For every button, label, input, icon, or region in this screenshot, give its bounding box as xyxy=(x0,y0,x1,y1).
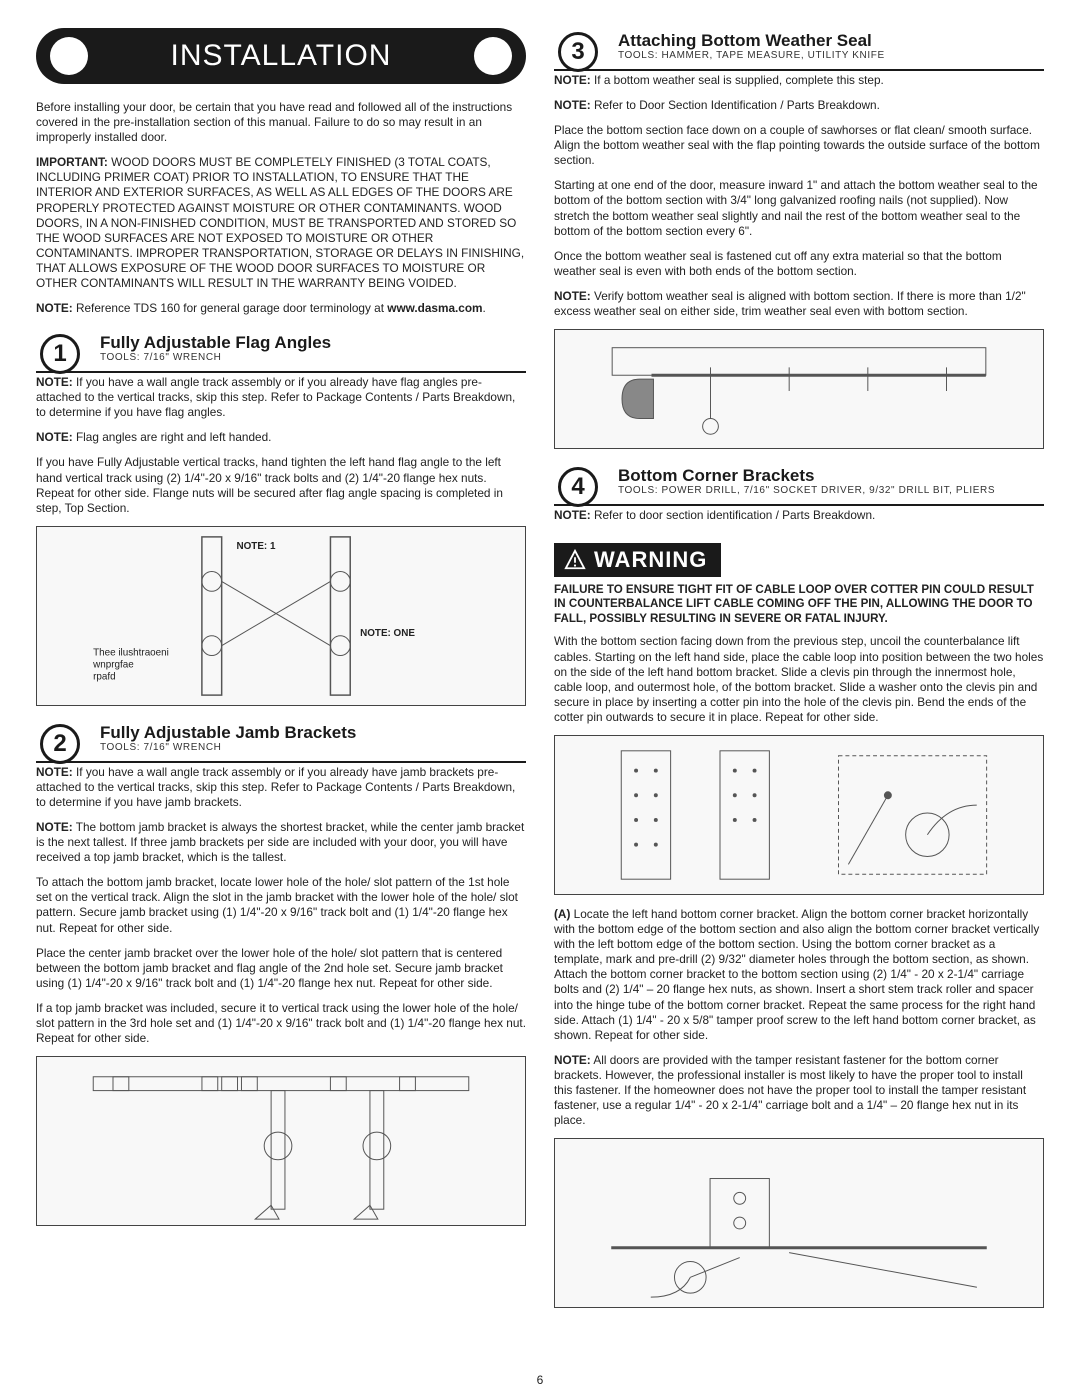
step-4-note-2-text: All doors are provided with the tamper r… xyxy=(554,1053,1026,1127)
step-1-note-1-label: NOTE: xyxy=(36,375,73,389)
warning-text: FAILURE TO ENSURE TIGHT FIT OF CABLE LOO… xyxy=(554,583,1044,626)
step-4-number: 4 xyxy=(558,467,598,507)
step-4-body-1: With the bottom section facing down from… xyxy=(554,634,1044,725)
important-label: IMPORTANT: xyxy=(36,155,108,169)
banner-circle-left xyxy=(50,37,88,75)
step-2-body-3: If a top jamb bracket was included, secu… xyxy=(36,1001,526,1046)
step-1-body-1: If you have Fully Adjustable vertical tr… xyxy=(36,455,526,515)
step-4-body-a: (A) Locate the left hand bottom corner b… xyxy=(554,907,1044,1043)
step-2-body-1: To attach the bottom jamb bracket, locat… xyxy=(36,875,526,935)
step-3-number: 3 xyxy=(558,32,598,72)
step-3-note-2-label: NOTE: xyxy=(554,98,591,112)
step-4-note-2: NOTE: All doors are provided with the ta… xyxy=(554,1053,1044,1128)
step-3-figure-svg xyxy=(555,330,1043,448)
left-column: INSTALLATION Before installing your door… xyxy=(36,28,526,1377)
step-1-note-2: NOTE: Flag angles are right and left han… xyxy=(36,430,526,445)
step-2-body-2: Place the center jamb bracket over the l… xyxy=(36,946,526,991)
step-4-figure-b-svg xyxy=(555,1139,1043,1307)
step-3-body-1: Place the bottom section face down on a … xyxy=(554,123,1044,168)
step-1-fig-label-top: NOTE: 1 xyxy=(236,541,275,552)
important-paragraph: IMPORTANT: WOOD DOORS MUST BE COMPLETELY… xyxy=(36,155,526,291)
step-1-figure: NOTE: 1 NOTE: ONE Thee ilushtraoeni wnpr… xyxy=(36,526,526,706)
step-4-sub: TOOLS: POWER DRILL, 7/16" SOCKET DRIVER,… xyxy=(618,485,995,496)
installation-banner: INSTALLATION xyxy=(36,28,526,84)
step-3-sub: TOOLS: HAMMER, TAPE MEASURE, UTILITY KNI… xyxy=(618,50,885,61)
step-4-note-1-text: Refer to door section identification / P… xyxy=(591,508,876,522)
step-3-note-3: NOTE: Verify bottom weather seal is alig… xyxy=(554,289,1044,319)
step-2-note-1: NOTE: If you have a wall angle track ass… xyxy=(36,765,526,810)
page: INSTALLATION Before installing your door… xyxy=(0,0,1080,1397)
step-1-fig-label-mid: NOTE: ONE xyxy=(360,628,415,639)
step-2-note-2-label: NOTE: xyxy=(36,820,73,834)
step-2-note-1-text: If you have a wall angle track assembly … xyxy=(36,765,515,809)
step-2-sub: TOOLS: 7/16" WRENCH xyxy=(100,742,356,753)
note-reference: NOTE: Reference TDS 160 for general gara… xyxy=(36,301,526,316)
note-ref-text: Reference TDS 160 for general garage doo… xyxy=(73,301,388,315)
step-1-header: 1 Fully Adjustable Flag Angles TOOLS: 7/… xyxy=(36,330,526,373)
step-1-fig-caption-3: rpafd xyxy=(93,671,116,682)
step-1-title: Fully Adjustable Flag Angles xyxy=(100,334,331,352)
step-3-note-1: NOTE: If a bottom weather seal is suppli… xyxy=(554,73,1044,88)
step-3-note-2-text: Refer to Door Section Identification / P… xyxy=(591,98,880,112)
step-3-note-1-text: If a bottom weather seal is supplied, co… xyxy=(591,73,884,87)
step-2-title: Fully Adjustable Jamb Brackets xyxy=(100,724,356,742)
warning-badge: WARNING xyxy=(554,543,721,577)
note-ref-url: www.dasma.com xyxy=(387,301,482,315)
step-2-note-2-text: The bottom jamb bracket is always the sh… xyxy=(36,820,524,864)
banner-circle-right xyxy=(474,37,512,75)
step-3-title: Attaching Bottom Weather Seal xyxy=(618,32,885,50)
banner-title: INSTALLATION xyxy=(88,39,474,73)
step-2-note-1-label: NOTE: xyxy=(36,765,73,779)
step-4-note-1-label: NOTE: xyxy=(554,508,591,522)
step-4-figure-a-svg xyxy=(555,736,1043,894)
step-3-body-2: Starting at one end of the door, measure… xyxy=(554,178,1044,238)
step-2-note-2: NOTE: The bottom jamb bracket is always … xyxy=(36,820,526,865)
step-2-figure xyxy=(36,1056,526,1226)
right-column: 3 Attaching Bottom Weather Seal TOOLS: H… xyxy=(554,28,1044,1377)
step-2-header: 2 Fully Adjustable Jamb Brackets TOOLS: … xyxy=(36,720,526,763)
step-2-figure-svg xyxy=(37,1057,525,1225)
step-4-body-a-label: (A) xyxy=(554,907,570,921)
page-number: 6 xyxy=(537,1373,544,1387)
step-3-header: 3 Attaching Bottom Weather Seal TOOLS: H… xyxy=(554,28,1044,71)
step-4-note-1: NOTE: Refer to door section identificati… xyxy=(554,508,1044,523)
warning-icon xyxy=(564,549,586,571)
step-1-fig-caption-2: wnprgfae xyxy=(92,659,134,670)
step-4-body-a-text: Locate the left hand bottom corner brack… xyxy=(554,907,1039,1042)
intro-paragraph-1: Before installing your door, be certain … xyxy=(36,100,526,145)
step-4-figure-b xyxy=(554,1138,1044,1308)
step-3-note-3-text: Verify bottom weather seal is aligned wi… xyxy=(554,289,1026,318)
step-1-sub: TOOLS: 7/16" WRENCH xyxy=(100,352,331,363)
step-1-note-1-text: If you have a wall angle track assembly … xyxy=(36,375,515,419)
step-1-note-2-text: Flag angles are right and left handed. xyxy=(73,430,272,444)
note-ref-label: NOTE: xyxy=(36,301,73,315)
step-1-note-2-label: NOTE: xyxy=(36,430,73,444)
step-1-figure-svg: NOTE: 1 NOTE: ONE Thee ilushtraoeni wnpr… xyxy=(37,527,525,705)
important-text: WOOD DOORS MUST BE COMPLETELY FINISHED (… xyxy=(36,155,524,290)
step-1-fig-caption-1: Thee ilushtraoeni xyxy=(93,647,169,658)
step-4-figure-a xyxy=(554,735,1044,895)
step-3-note-1-label: NOTE: xyxy=(554,73,591,87)
warning-label: WARNING xyxy=(594,547,707,573)
step-4-note-2-label: NOTE: xyxy=(554,1053,591,1067)
step-3-note-2: NOTE: Refer to Door Section Identificati… xyxy=(554,98,1044,113)
step-3-note-3-label: NOTE: xyxy=(554,289,591,303)
step-1-number: 1 xyxy=(40,334,80,374)
step-2-number: 2 xyxy=(40,724,80,764)
step-1-note-1: NOTE: If you have a wall angle track ass… xyxy=(36,375,526,420)
step-4-title: Bottom Corner Brackets xyxy=(618,467,995,485)
step-4-header: 4 Bottom Corner Brackets TOOLS: POWER DR… xyxy=(554,463,1044,506)
step-3-figure xyxy=(554,329,1044,449)
step-3-body-3: Once the bottom weather seal is fastened… xyxy=(554,249,1044,279)
